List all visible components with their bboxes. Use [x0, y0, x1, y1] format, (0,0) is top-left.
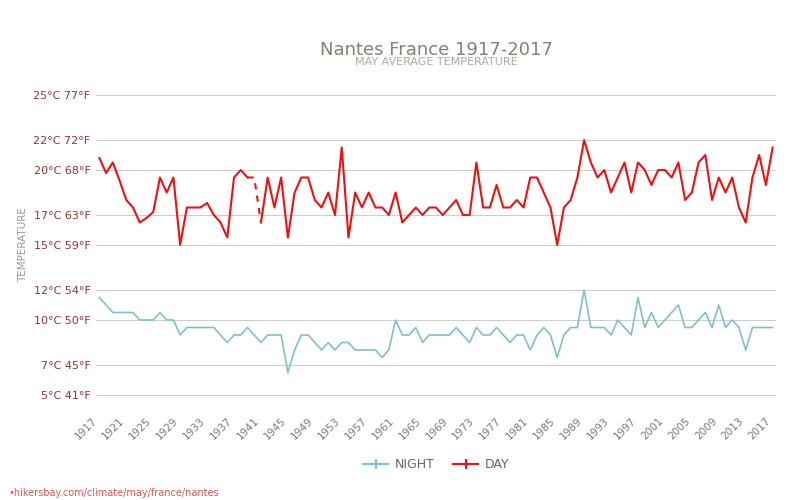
Y-axis label: TEMPERATURE: TEMPERATURE [18, 208, 28, 282]
Legend: NIGHT, DAY: NIGHT, DAY [358, 454, 514, 476]
Text: •hikersbay.com/climate/may/france/nantes: •hikersbay.com/climate/may/france/nantes [8, 488, 218, 498]
Title: Nantes France 1917-2017: Nantes France 1917-2017 [319, 41, 553, 59]
Text: MAY AVERAGE TEMPERATURE: MAY AVERAGE TEMPERATURE [354, 57, 518, 67]
